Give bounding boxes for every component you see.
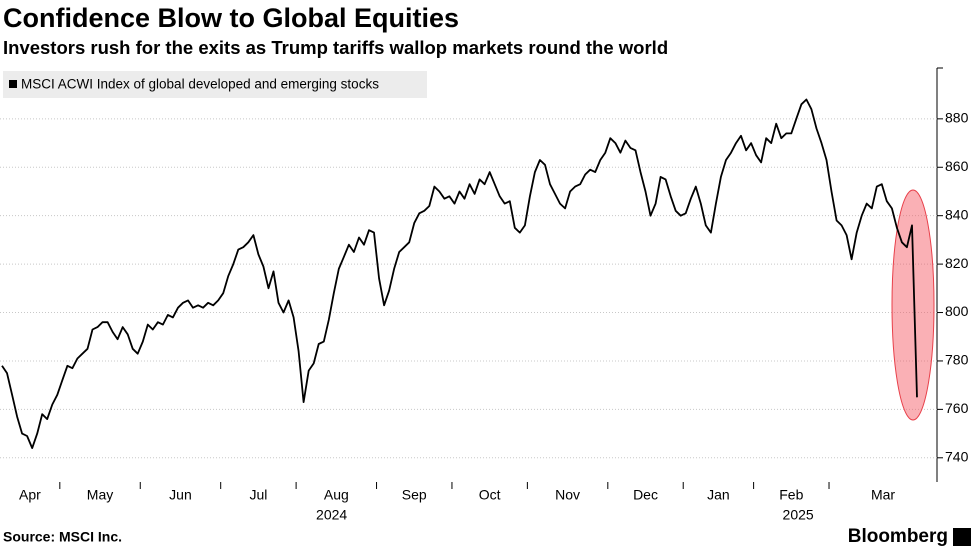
- y-tick-label: 740: [945, 448, 969, 464]
- y-tick-label: 800: [945, 303, 969, 319]
- year-label: 2025: [783, 507, 814, 523]
- year-label: 2024: [316, 507, 347, 523]
- brand-icon: [953, 528, 971, 546]
- y-tick-label: 840: [945, 206, 969, 222]
- legend-label: MSCI ACWI Index of global developed and …: [21, 77, 379, 92]
- x-tick-label: Sep: [402, 487, 427, 503]
- y-tick-label: 820: [945, 255, 969, 271]
- x-tick-label: Nov: [555, 487, 580, 503]
- x-tick-label: Jul: [249, 487, 267, 503]
- y-tick-label: 780: [945, 352, 969, 368]
- highlight: [891, 189, 935, 421]
- x-tick-label: Oct: [479, 487, 501, 503]
- chart-title: Confidence Blow to Global Equities: [3, 3, 459, 33]
- chart-subtitle: Investors rush for the exits as Trump ta…: [3, 37, 668, 58]
- x-tick-label: Feb: [779, 487, 803, 503]
- source: Source: MSCI Inc.: [3, 529, 122, 545]
- x-tick-label: Mar: [871, 487, 895, 503]
- x-tick-label: Apr: [19, 487, 41, 503]
- y-tick-label: 860: [945, 158, 969, 174]
- y-tick-label: 880: [945, 110, 969, 126]
- x-tick-label: Dec: [633, 487, 658, 503]
- y-tick-label: 760: [945, 400, 969, 416]
- line: [1, 98, 918, 449]
- x-tick-label: Aug: [324, 487, 349, 503]
- x-tick-label: Jun: [169, 487, 192, 503]
- brand: Bloomberg: [848, 526, 948, 547]
- x-tick-label: Jan: [707, 487, 730, 503]
- legend-swatch: [9, 80, 17, 88]
- legend-box: [3, 71, 427, 98]
- x-tick-label: May: [87, 487, 113, 503]
